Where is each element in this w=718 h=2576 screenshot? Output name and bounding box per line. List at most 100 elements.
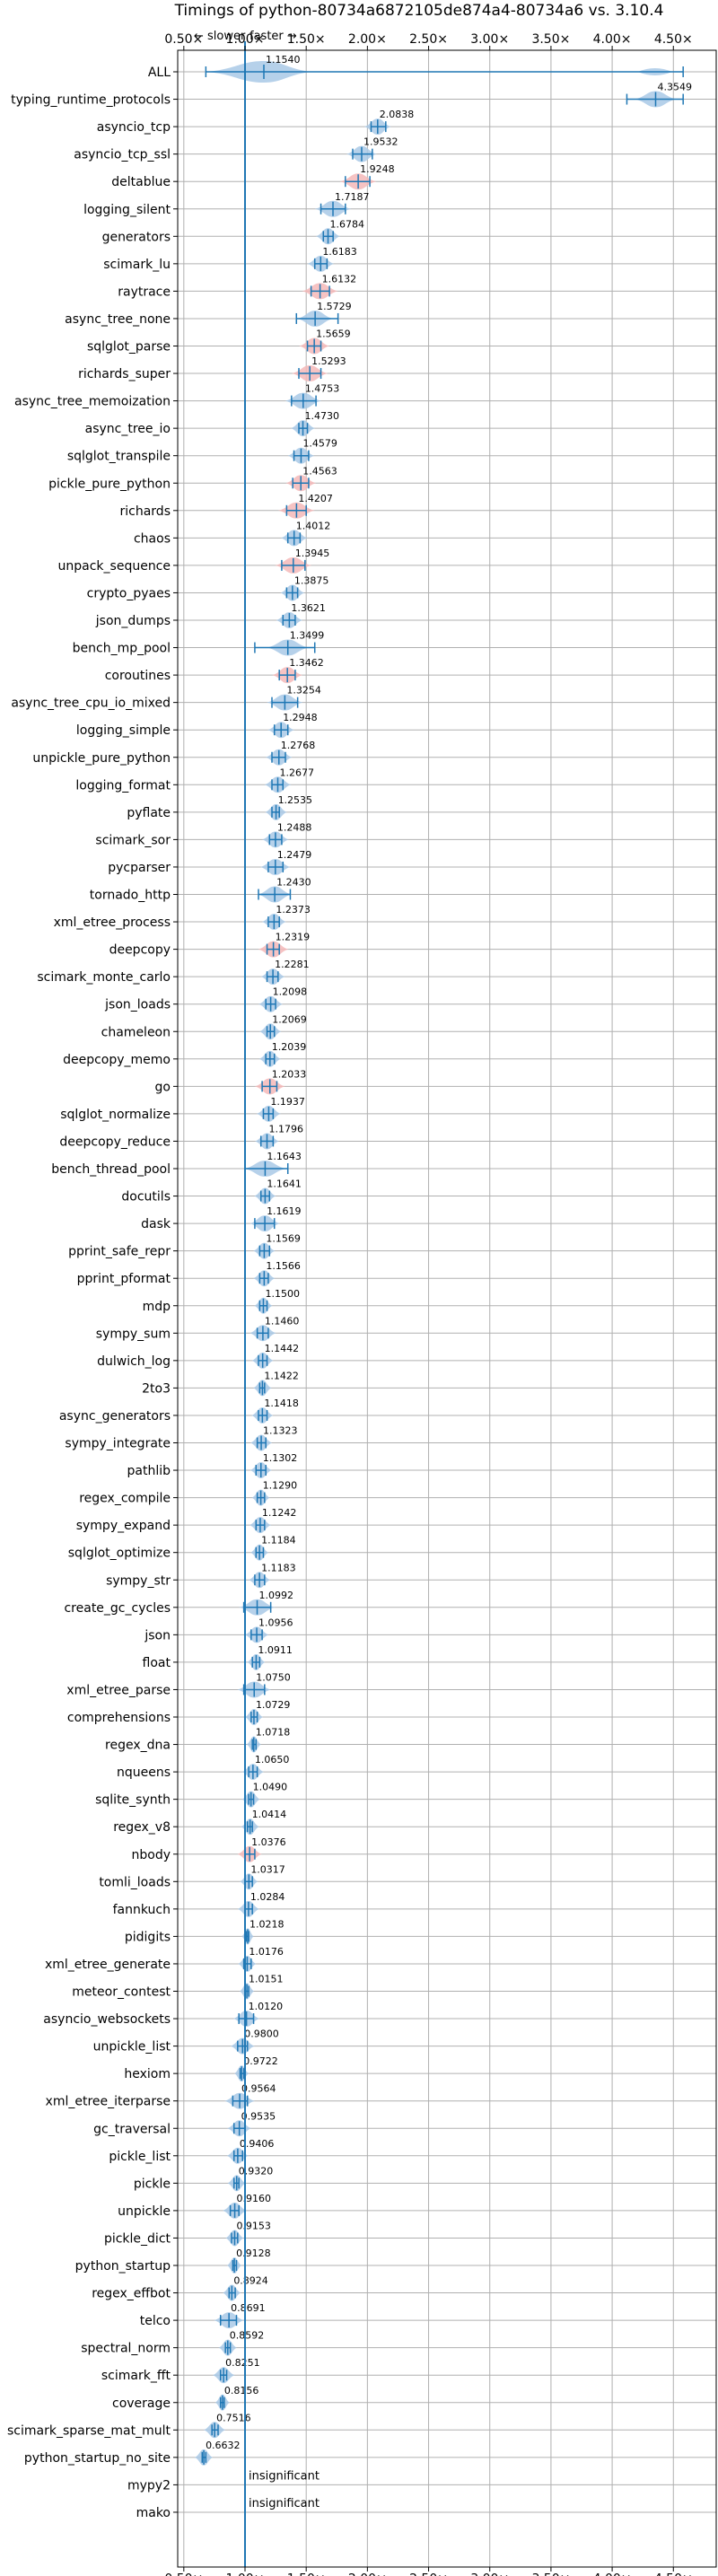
benchmark-label: typing_runtime_protocols	[11, 93, 171, 108]
value-label: 1.1619	[267, 1205, 302, 1217]
benchmark-label: scimark_sor	[95, 833, 171, 847]
value-label: 1.2098	[273, 986, 308, 998]
benchmark-label: asyncio_tcp_ssl	[74, 148, 171, 162]
x-tick-label-top: 4.00×	[593, 32, 632, 47]
value-label: 1.1937	[270, 1096, 305, 1108]
benchmark-label: pidigits	[125, 1930, 171, 1944]
value-label: 0.9128	[236, 2247, 271, 2259]
value-label: 1.1796	[268, 1123, 303, 1135]
value-label: 1.2033	[272, 1068, 307, 1080]
value-label: 0.9722	[243, 2055, 278, 2067]
value-label: 1.9248	[360, 163, 395, 175]
benchmark-label: sqlite_synth	[95, 1793, 171, 1808]
value-label: 1.5293	[311, 355, 346, 367]
benchmark-label: gc_traversal	[93, 2122, 171, 2136]
value-label: 1.3499	[290, 630, 325, 642]
benchmark-label: tomli_loads	[99, 1875, 171, 1889]
value-label: 1.1569	[266, 1233, 301, 1245]
value-label: 1.0729	[256, 1699, 291, 1711]
value-label: 1.3254	[286, 685, 321, 697]
benchmark-label: sympy_sum	[96, 1327, 171, 1341]
x-tick-label-bottom: 2.00×	[348, 2572, 387, 2576]
x-tick-label-top: 3.50×	[531, 32, 570, 47]
value-label: 2.0838	[380, 109, 415, 120]
value-label: 1.2039	[272, 1041, 307, 1053]
benchmark-label: pickle_pure_python	[48, 477, 171, 491]
benchmark-label: async_tree_memoization	[14, 395, 171, 409]
benchmark-label: pickle_list	[109, 2150, 171, 2164]
value-label: 1.2677	[280, 767, 315, 778]
benchmark-label: sqlglot_parse	[87, 340, 171, 355]
value-label: 1.4753	[305, 383, 340, 395]
value-label: 1.5659	[316, 329, 351, 340]
benchmark-label: hexiom	[124, 2067, 171, 2081]
benchmark-label: tornado_http	[90, 889, 171, 903]
value-label: 1.2479	[277, 849, 312, 861]
value-label: 1.1643	[267, 1151, 302, 1162]
plot-frame	[177, 49, 717, 2568]
value-label: 1.0650	[255, 1754, 290, 1766]
benchmark-label: unpack_sequence	[58, 559, 171, 574]
value-label: 1.4207	[298, 493, 333, 504]
value-label: 1.2281	[275, 959, 310, 970]
benchmark-label: xml_etree_parse	[66, 1683, 171, 1697]
value-label: 1.1242	[262, 1507, 297, 1519]
benchmark-label: scimark_fft	[101, 2369, 171, 2383]
benchmark-label: python_startup_no_site	[24, 2451, 171, 2466]
x-tick-label-bottom: 0.50×	[164, 2572, 203, 2576]
value-label: 1.2373	[276, 904, 311, 916]
value-label: 1.1500	[265, 1288, 300, 1300]
slower-annotation: ← slower	[194, 30, 246, 43]
benchmark-label: regex_v8	[113, 1820, 171, 1835]
benchmark-label: sqlglot_normalize	[60, 1108, 171, 1122]
benchmark-label: raytrace	[118, 285, 171, 299]
value-label: 0.9406	[240, 2138, 275, 2150]
value-label: 1.2948	[283, 712, 318, 723]
benchmark-label: comprehensions	[67, 1711, 171, 1725]
value-label: 1.2768	[281, 740, 316, 751]
benchmark-label: crypto_pyaes	[87, 586, 171, 600]
benchmark-label: logging_simple	[76, 723, 171, 738]
value-label: 1.7187	[335, 191, 370, 203]
benchmark-label: scimark_lu	[103, 258, 171, 272]
benchmark-label: xml_etree_generate	[45, 1958, 171, 1972]
chart-title: Timings of python-80734a6872105de874a4-8…	[174, 2, 664, 20]
value-label: 0.8691	[231, 2302, 266, 2314]
benchmark-label: unpickle_pure_python	[32, 751, 171, 766]
value-label: 1.5729	[317, 301, 352, 312]
benchmark-label: xml_etree_process	[54, 916, 171, 930]
value-label: 1.0750	[256, 1671, 291, 1683]
value-label: 1.2069	[272, 1013, 307, 1025]
benchmark-label: sympy_str	[106, 1573, 171, 1588]
benchmark-label: regex_compile	[79, 1492, 171, 1506]
benchmark-label: mdp	[143, 1300, 171, 1314]
benchmark-label: bench_thread_pool	[51, 1162, 171, 1177]
benchmark-label: fannkuch	[113, 1903, 171, 1917]
benchmark-label: json	[144, 1628, 171, 1643]
benchmark-label: logging_silent	[83, 203, 171, 217]
benchmark-label: deepcopy	[109, 943, 171, 958]
benchmark-label: mypy2	[127, 2478, 171, 2493]
value-label: 0.9320	[239, 2165, 274, 2177]
x-tick-label-top: 4.50×	[654, 32, 693, 47]
benchmark-label: python_startup	[75, 2259, 171, 2274]
faster-annotation: faster →	[250, 30, 297, 43]
x-tick-label-top: 0.50×	[164, 32, 203, 47]
benchmark-label: spectral_norm	[81, 2342, 171, 2356]
x-tick-label-top: 3.00×	[470, 32, 509, 47]
value-label: 1.1641	[267, 1178, 302, 1190]
value-label: 1.6784	[330, 218, 365, 230]
benchmark-label: async_tree_cpu_io_mixed	[11, 697, 171, 711]
benchmark-label: dulwich_log	[97, 1354, 171, 1369]
x-tick-label-top: 2.00×	[348, 32, 387, 47]
benchmark-label: pycparser	[108, 861, 171, 875]
value-label: 4.3549	[657, 82, 692, 93]
value-label: 0.9564	[241, 2083, 276, 2095]
value-label: 1.9532	[363, 136, 398, 148]
benchmark-label: scimark_sparse_mat_mult	[7, 2423, 171, 2438]
benchmark-label: deepcopy_reduce	[59, 1135, 171, 1149]
value-label: 1.1323	[263, 1425, 298, 1437]
value-label: 1.4563	[302, 465, 337, 477]
x-tick-label-bottom: 1.00×	[226, 2572, 265, 2576]
benchmark-label: chaos	[134, 531, 171, 546]
